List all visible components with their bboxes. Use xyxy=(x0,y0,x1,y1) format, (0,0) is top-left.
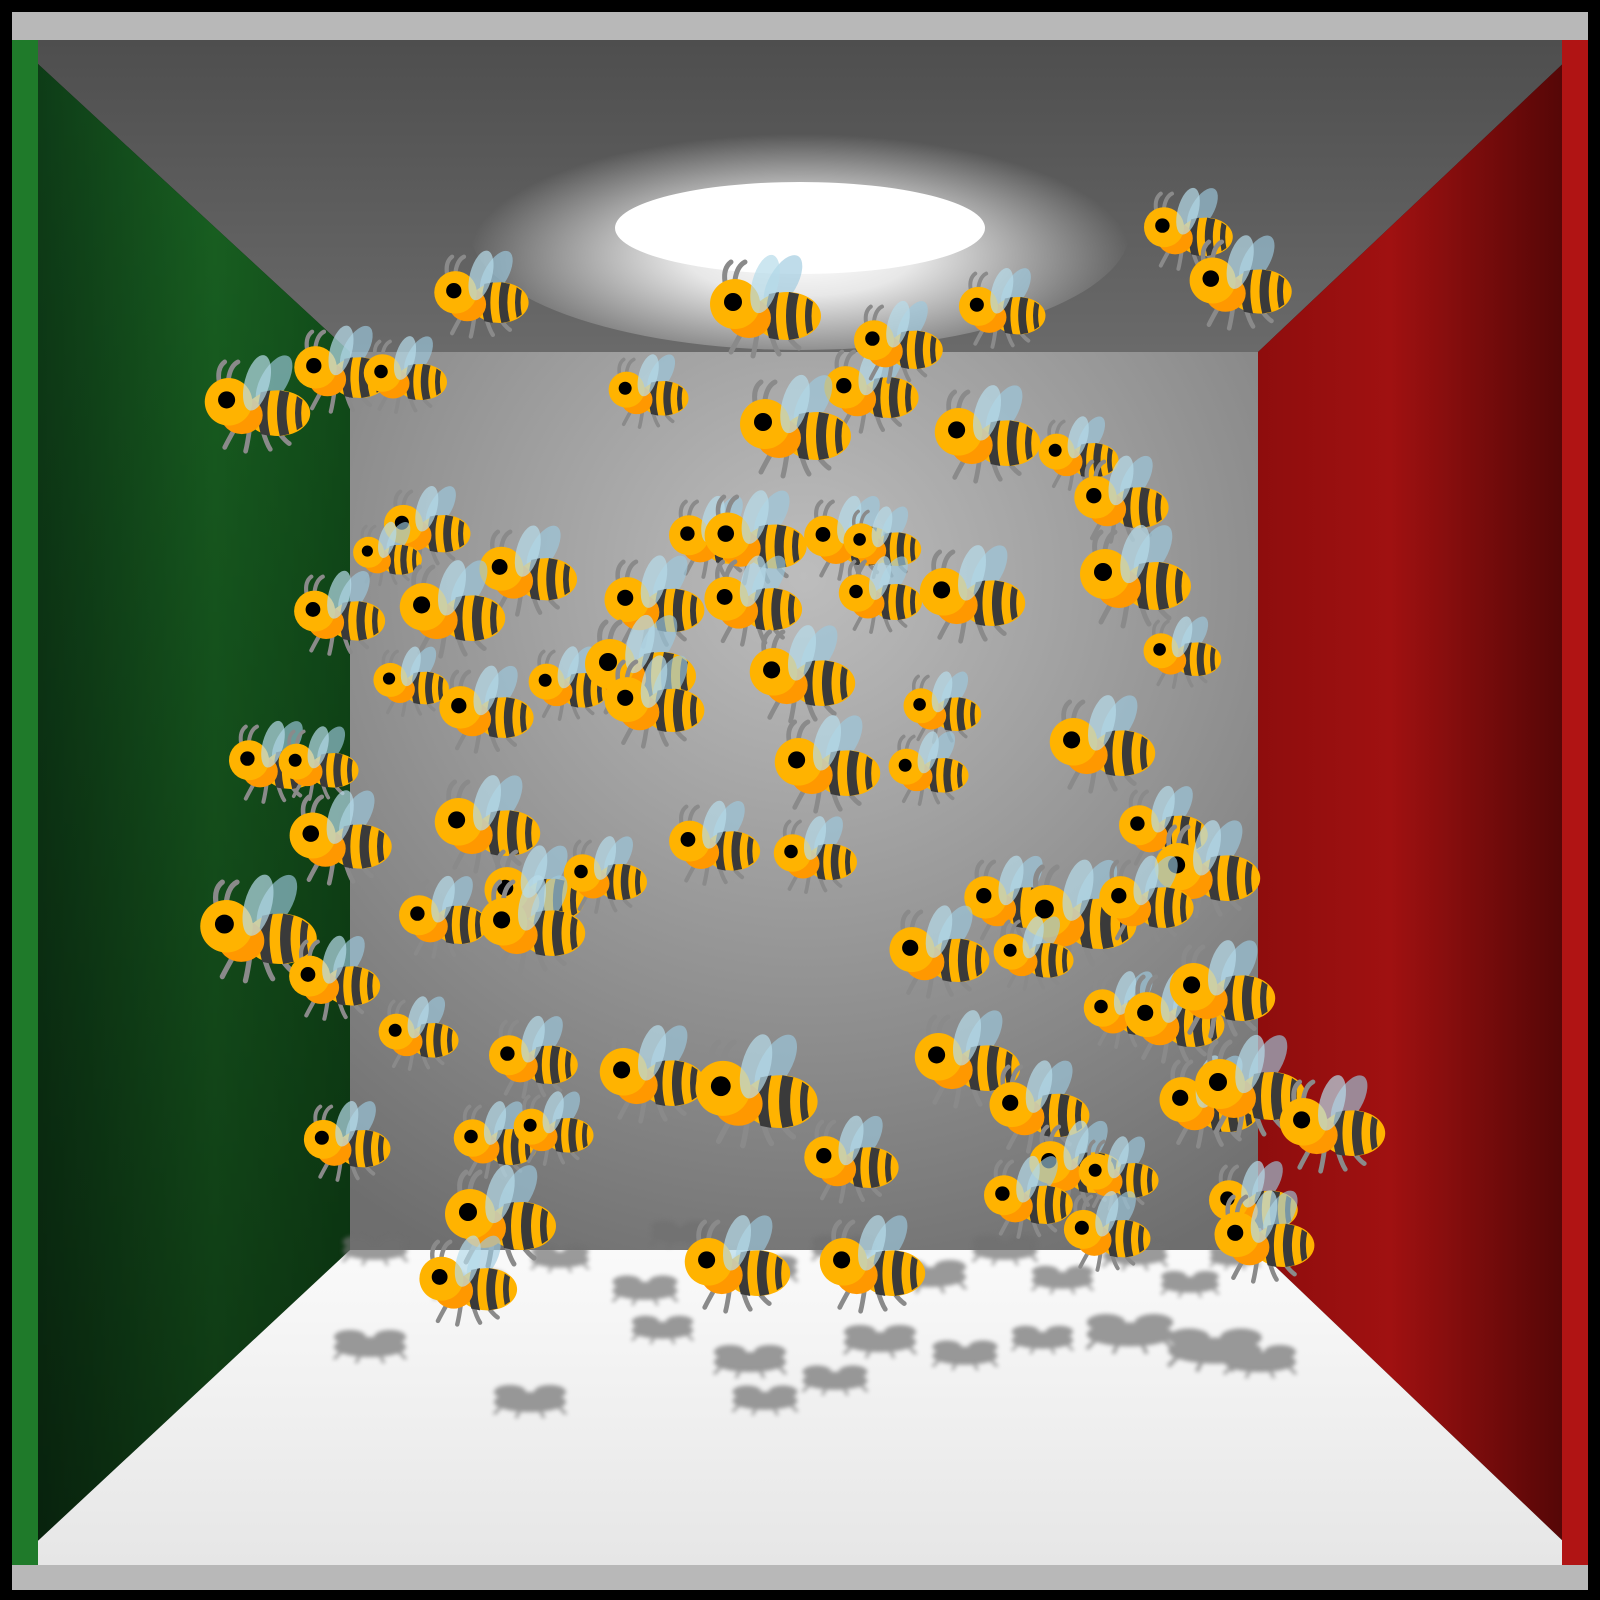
right-wall xyxy=(1258,40,1588,1565)
right-trim xyxy=(1562,40,1588,1565)
top-trim xyxy=(12,12,1588,40)
floor xyxy=(12,1250,1588,1565)
left-trim xyxy=(12,40,38,1565)
bottom-trim xyxy=(12,1565,1588,1590)
light-source xyxy=(615,182,985,274)
